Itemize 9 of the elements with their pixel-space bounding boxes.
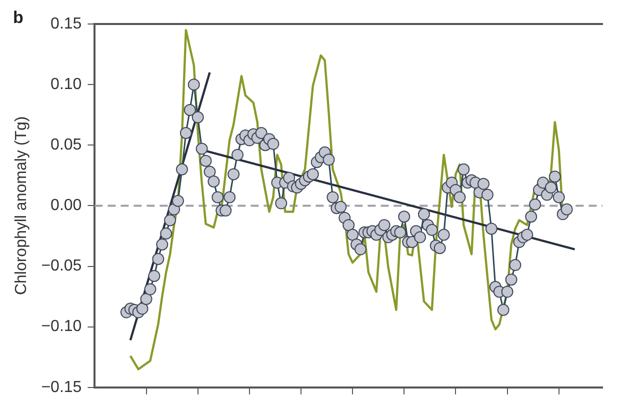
y-tick-label: 0.10: [50, 76, 82, 93]
y-tick-label: −0.15: [41, 378, 82, 396]
y-tick-label: −0.05: [41, 258, 82, 275]
y-tick-label: 0.00: [50, 197, 82, 214]
y-tick-label: 0.05: [50, 136, 82, 154]
y-tick-label: −0.10: [41, 318, 82, 336]
y-axis-title: Chlorophyll anomaly (Tg): [13, 116, 30, 296]
y-tick-label: 0.15: [50, 15, 82, 32]
text: b: [13, 8, 24, 28]
